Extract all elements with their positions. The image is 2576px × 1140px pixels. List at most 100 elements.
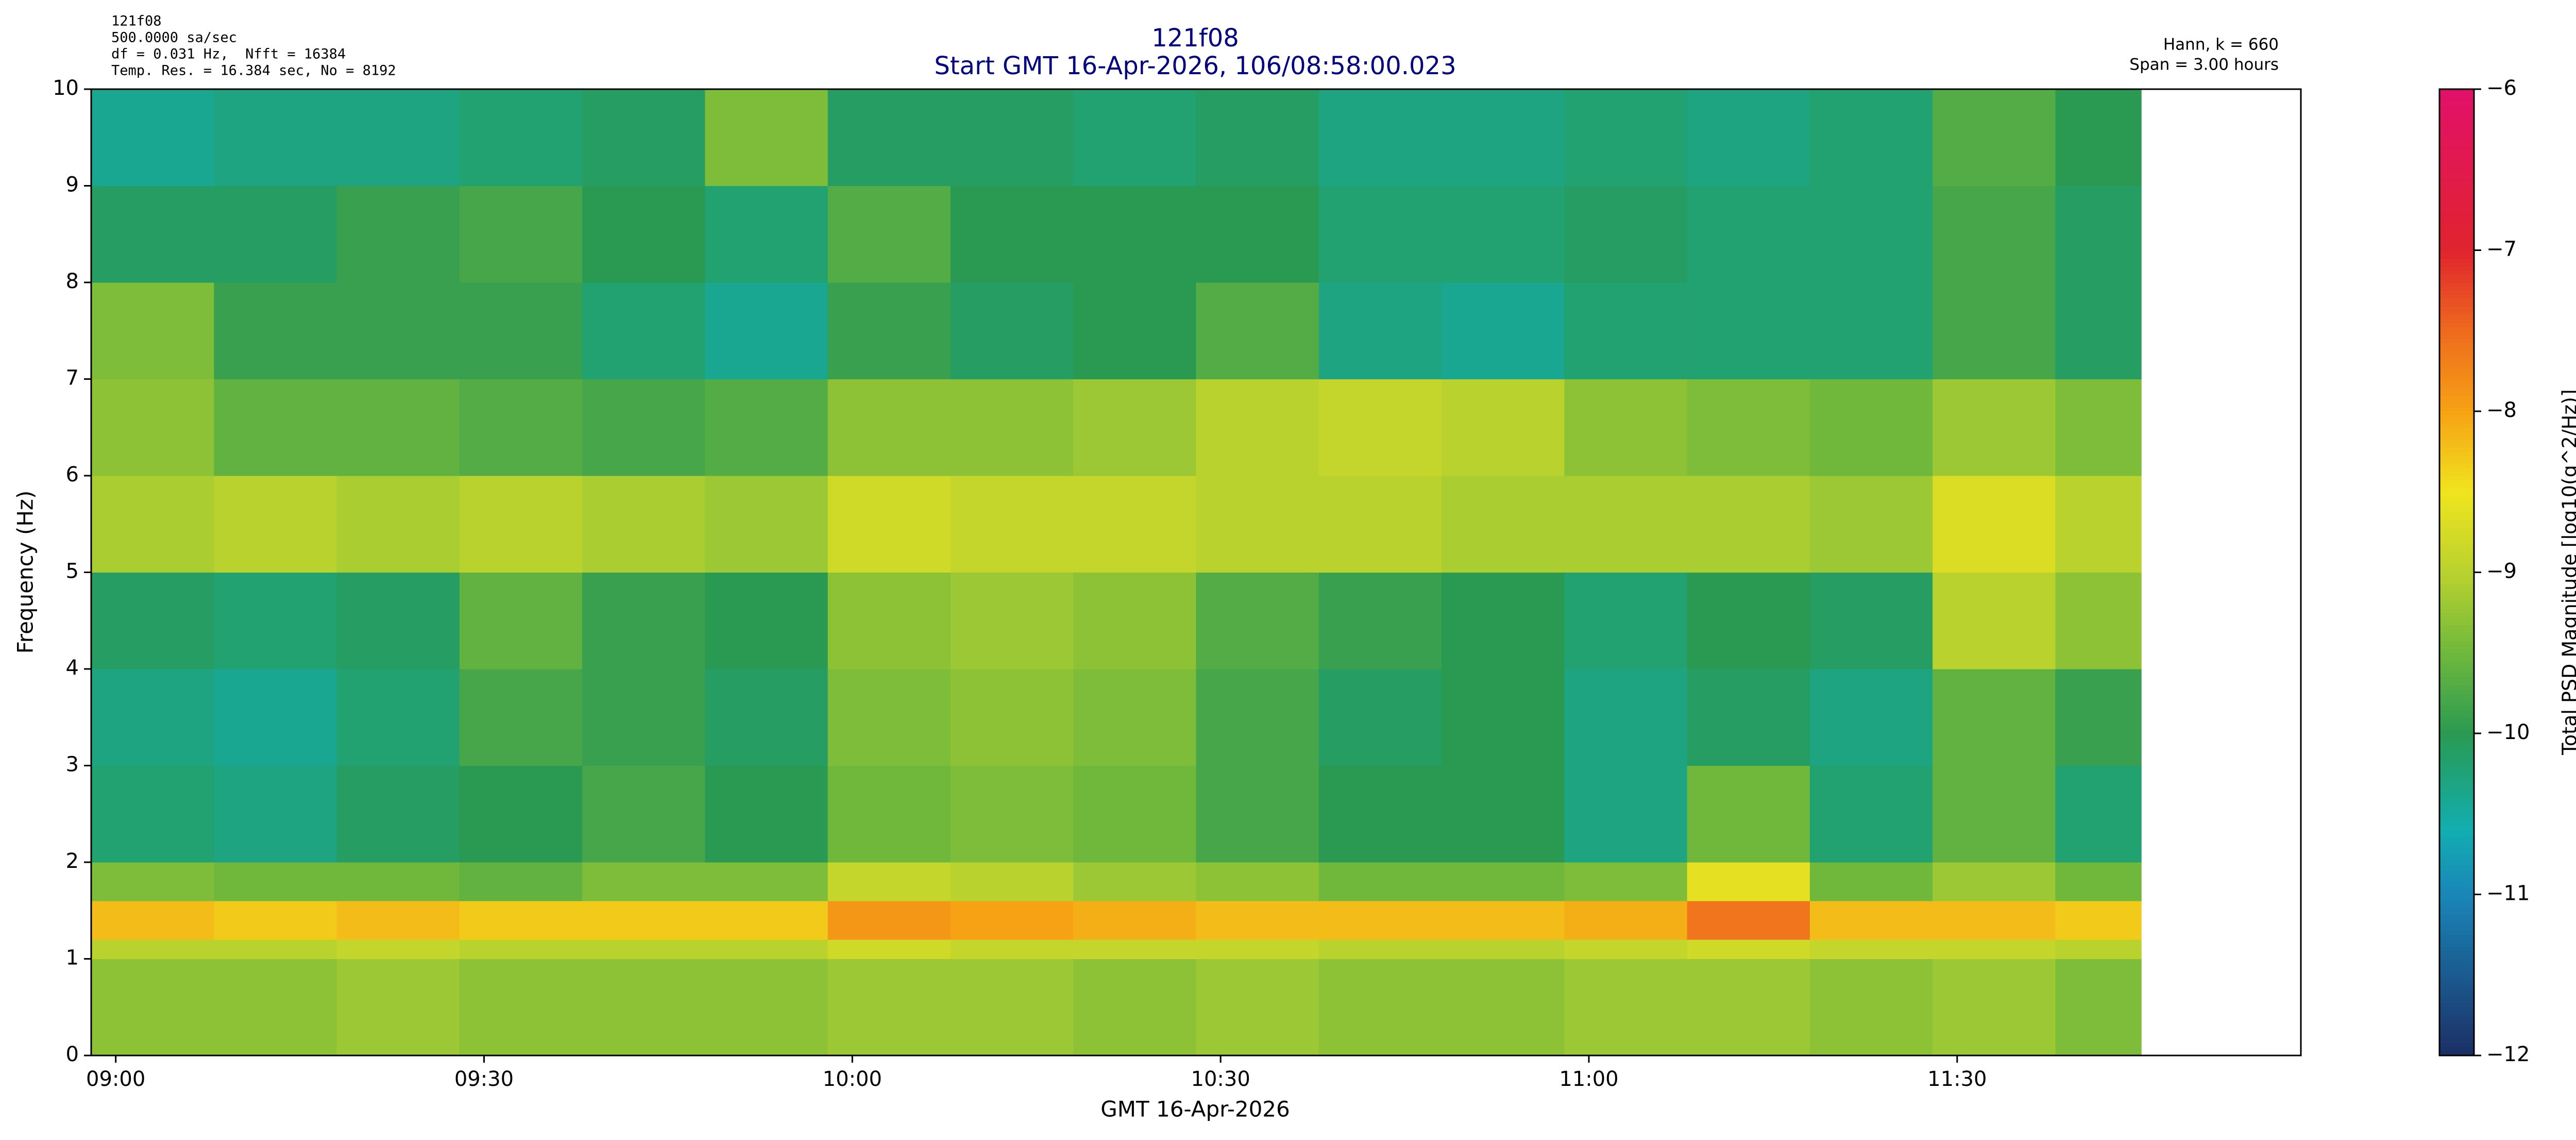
heatmap-cell	[2055, 669, 2142, 766]
heatmap-cell	[1073, 186, 1196, 283]
colorbar-step	[2439, 455, 2474, 460]
colorbar-step	[2439, 270, 2474, 275]
heatmap-cell	[336, 862, 460, 901]
heatmap-cell	[1933, 89, 2056, 186]
heatmap-cell	[214, 476, 337, 573]
heatmap-cell	[1196, 901, 1319, 940]
colorbar-step	[2439, 757, 2474, 762]
heatmap-cell	[1687, 282, 1810, 379]
colorbar-step	[2439, 528, 2474, 532]
heatmap-cell	[950, 765, 1074, 863]
heatmap-cell	[1564, 186, 1688, 283]
colorbar-step	[2439, 334, 2474, 339]
heatmap-cell	[1196, 572, 1319, 669]
heatmap-cell	[1809, 572, 1933, 669]
colorbar-step	[2439, 415, 2474, 420]
x-tick-label: 09:00	[86, 1067, 145, 1091]
colorbar-step	[2439, 210, 2474, 214]
colorbar-step	[2439, 568, 2474, 573]
heatmap-cell	[459, 379, 583, 476]
heatmap-cell	[1687, 940, 1810, 959]
info-right: Hann, k = 660	[2163, 36, 2279, 54]
heatmap-cell	[91, 282, 214, 379]
colorbar-step	[2439, 721, 2474, 726]
colorbar-step	[2439, 794, 2474, 798]
heatmap-cell	[336, 186, 460, 283]
colorbar-step	[2439, 298, 2474, 303]
y-tick-label: 7	[66, 366, 79, 390]
heatmap-cell	[582, 476, 705, 573]
heatmap-cell	[214, 901, 337, 940]
heatmap-cell	[459, 186, 583, 283]
colorbar-step	[2439, 97, 2474, 102]
colorbar-step	[2439, 431, 2474, 436]
heatmap-cell	[1687, 669, 1810, 766]
heatmap-cell	[336, 669, 460, 766]
colorbar-step	[2439, 443, 2474, 448]
heatmap-cell	[705, 940, 828, 959]
heatmap-cell	[1809, 282, 1933, 379]
y-tick-label: 10	[53, 76, 79, 100]
heatmap-cell	[91, 186, 214, 283]
heatmap-cell	[827, 186, 951, 283]
colorbar-step	[2439, 492, 2474, 496]
colorbar-step	[2439, 785, 2474, 790]
heatmap-cell	[582, 940, 705, 959]
colorbar-step	[2439, 641, 2474, 645]
heatmap-cell	[1442, 282, 1565, 379]
colorbar-step	[2439, 970, 2474, 976]
colorbar-step	[2439, 101, 2474, 106]
heatmap-cell	[827, 959, 951, 1056]
heatmap-cell	[1564, 379, 1688, 476]
heatmap-cell	[1564, 940, 1688, 959]
colorbar-step	[2439, 745, 2474, 750]
heatmap-cell	[1442, 572, 1565, 669]
y-tick-label: 6	[66, 463, 79, 487]
colorbar-step	[2439, 154, 2474, 158]
heatmap-cell	[336, 901, 460, 940]
colorbar-step	[2439, 350, 2474, 356]
colorbar-step	[2439, 202, 2474, 207]
colorbar-tick-label: −12	[2486, 1043, 2530, 1066]
colorbar-step	[2439, 906, 2474, 911]
colorbar-step	[2439, 790, 2474, 794]
heatmap-cell	[336, 282, 460, 379]
colorbar-step	[2439, 1007, 2474, 1012]
heatmap-cell	[214, 379, 337, 476]
heatmap-cell	[1442, 669, 1565, 766]
colorbar-step	[2439, 1047, 2474, 1052]
heatmap-cell	[1933, 959, 2056, 1056]
heatmap-cell	[459, 959, 583, 1056]
colorbar-step	[2439, 774, 2474, 778]
colorbar-step	[2439, 290, 2474, 295]
colorbar-tick-label: −8	[2486, 398, 2517, 422]
heatmap-cell	[950, 379, 1074, 476]
heatmap-cell	[91, 765, 214, 863]
y-tick-label: 1	[66, 946, 79, 970]
colorbar-step	[2439, 866, 2474, 871]
colorbar-step	[2439, 930, 2474, 935]
heatmap-cell	[91, 572, 214, 669]
heatmap-cell	[950, 282, 1074, 379]
colorbar-step	[2439, 286, 2474, 291]
colorbar-step	[2439, 621, 2474, 625]
colorbar-step	[2439, 483, 2474, 489]
colorbar-step	[2439, 383, 2474, 388]
colorbar-step	[2439, 1015, 2474, 1020]
heatmap-cell	[827, 901, 951, 940]
heatmap-cell	[1933, 765, 2056, 863]
colorbar-step	[2439, 761, 2474, 766]
heatmap-cell	[1318, 862, 1442, 901]
colorbar-step	[2439, 967, 2474, 971]
colorbar-step	[2439, 306, 2474, 311]
colorbar-step	[2439, 1003, 2474, 1008]
colorbar-step	[2439, 995, 2474, 1000]
colorbar-step	[2439, 326, 2474, 331]
colorbar-step	[2439, 254, 2474, 259]
y-tick-label: 2	[66, 849, 79, 873]
heatmap-cell	[705, 476, 828, 573]
colorbar-step	[2439, 777, 2474, 782]
heatmap-cell	[459, 89, 583, 186]
heatmap-cell	[1933, 476, 2056, 573]
y-tick-label: 4	[66, 656, 79, 680]
